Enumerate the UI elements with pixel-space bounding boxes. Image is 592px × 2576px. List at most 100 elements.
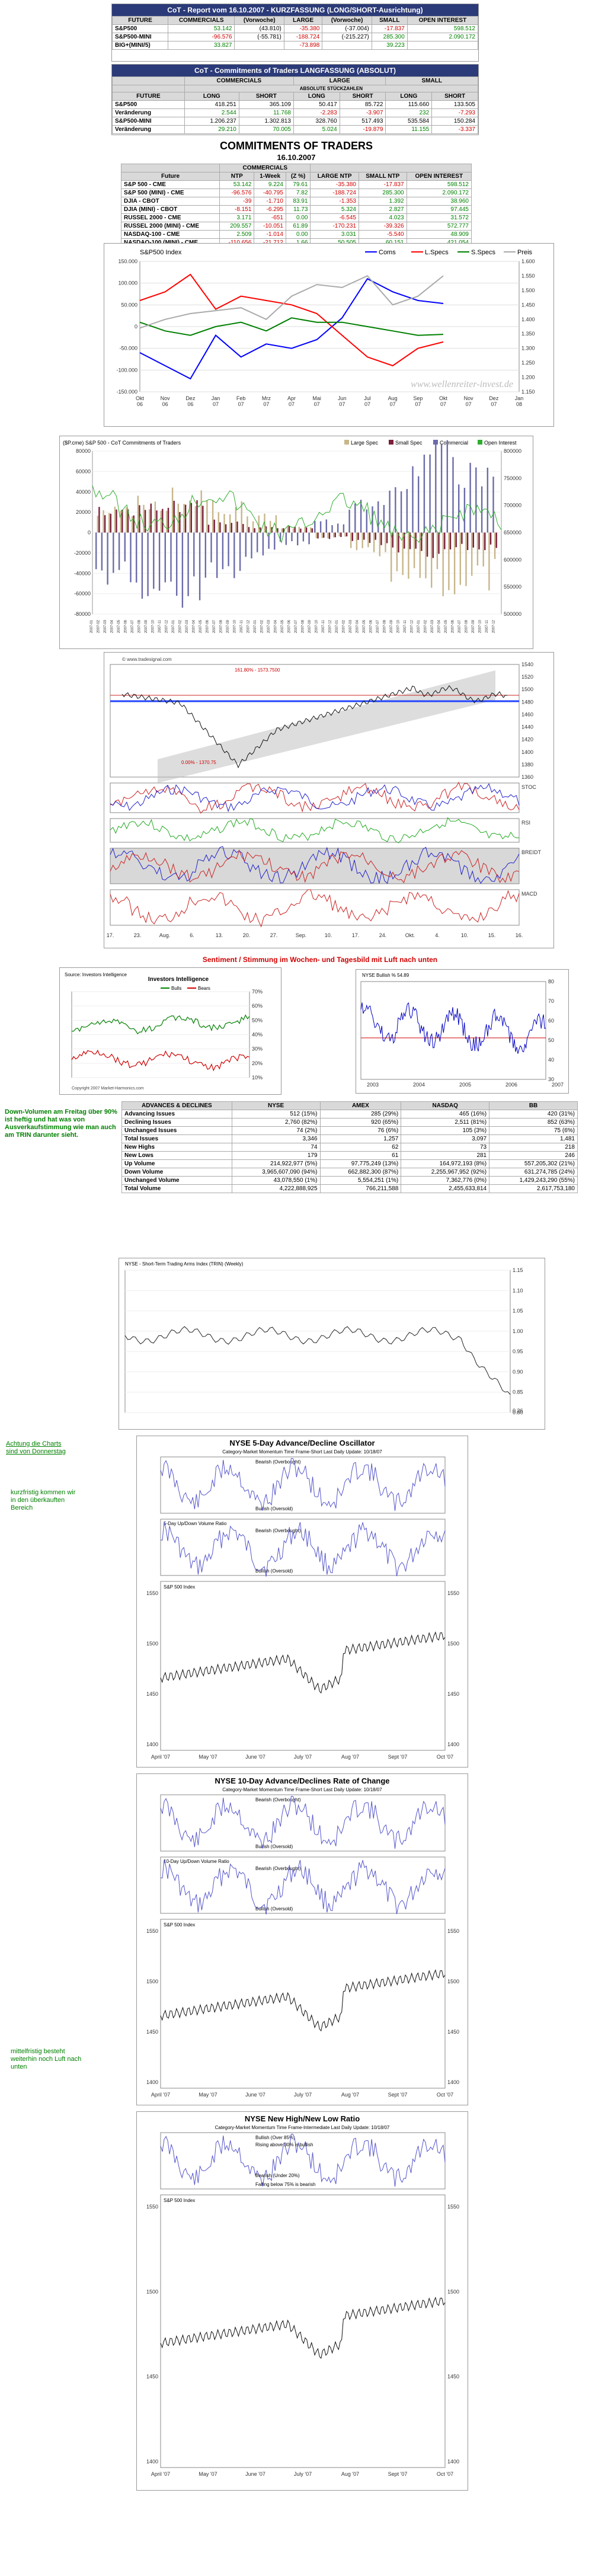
- chart2-bar-large-spec: [183, 504, 185, 533]
- cot-cell: -96.576: [219, 188, 255, 197]
- chart2-bar-large-spec: [200, 490, 202, 533]
- t2-cell: 11.768: [238, 108, 294, 117]
- t1-cell: -17.837: [371, 24, 408, 33]
- t2-cell: 365.109: [238, 100, 294, 109]
- adv-cell: Advancing Issues: [121, 1110, 232, 1118]
- osc3-label-1: Bullish (Over 85%): [255, 2135, 295, 2140]
- chart2-bar-commercial: [176, 532, 178, 596]
- ii-bulls-line: [71, 1014, 250, 1035]
- cot-cell: -1.353: [310, 197, 359, 206]
- chart2-bar-large-spec: [332, 532, 335, 538]
- t2-cell: 11.155: [385, 125, 433, 134]
- chart2-bar-commercial: [170, 532, 172, 582]
- chart2-xtick: 2007-03: [104, 619, 107, 633]
- osc3-subtitle: Category-Market Momentum Time Frame-Inte…: [215, 2125, 390, 2130]
- cot-title: COMMITMENTS OF TRADERS: [220, 140, 373, 152]
- chart2-bar-small-spec: [184, 504, 187, 533]
- spx-line: [160, 1969, 446, 2032]
- adv-cell: 5,554,251 (1%): [319, 1176, 402, 1185]
- bpi-xtick: 2006: [505, 1082, 517, 1088]
- trin-ytick: 1.05: [513, 1308, 523, 1314]
- chart2-bar-large-spec: [160, 510, 162, 533]
- chart2-bar-large-spec: [350, 532, 352, 548]
- t1-cell: BIG+(MINI/5): [112, 41, 168, 50]
- t2-cell: 418.251: [184, 100, 239, 109]
- adv-cell: 7,362,776 (0%): [401, 1176, 490, 1185]
- chart2-bar-commercial: [406, 489, 408, 533]
- t2-cell: 535.584: [385, 117, 433, 126]
- chart2-xtick: 2007-02: [343, 619, 346, 633]
- chart2-bar-commercial: [348, 509, 350, 533]
- osc1-ytick: 1400: [447, 1741, 459, 1747]
- osc1-ytick-left: 1450: [146, 1691, 158, 1697]
- chart2-bar-small-spec: [484, 532, 486, 551]
- cot-row: RUSSEL 2000 (MINI) - CME 209.557 -10.051 61…: [120, 222, 472, 231]
- chart1-xtick-year: 08: [516, 401, 522, 407]
- chart3-xtick: Sep.: [296, 932, 307, 938]
- chart2-bar-large-spec: [103, 510, 104, 533]
- adv-cell: 920 (65%): [319, 1118, 402, 1127]
- osc2-pane2: [160, 1856, 446, 1914]
- adv-cell: New Lows: [121, 1151, 232, 1160]
- cot-header: 1-Week: [254, 172, 286, 181]
- osc3-xtick: July '07: [294, 2471, 312, 2477]
- t1-cell: 39.223: [371, 41, 408, 50]
- t2-header: LONG: [385, 92, 433, 101]
- osc3-label-2: Falling below 75% is bearish: [255, 2182, 315, 2187]
- adv-row: Down Volume 3,965,607,090 (94%) 662,882,30…: [121, 1168, 578, 1177]
- t2-cell: -3.337: [431, 125, 478, 134]
- chart2-xtick: 2007-11: [240, 619, 244, 632]
- osc2-xtick: Oct '07: [437, 2092, 453, 2098]
- cot-cell: -170.231: [310, 222, 359, 231]
- chart3-xtick: 17.: [352, 932, 360, 938]
- t2-cell: -19.879: [339, 125, 386, 134]
- adv-cell: 4,222,888,925: [231, 1184, 321, 1193]
- chart1-xtick: Nov: [161, 395, 171, 401]
- bpi-xtick: 2004: [413, 1082, 425, 1088]
- adv-header: ADVANCES & DECLINES: [121, 1101, 232, 1110]
- downvol-note: Down-Volumen am Freitag über 90% ist hef…: [5, 1108, 117, 1139]
- cot-cell: 31.572: [406, 213, 472, 222]
- group-commercials: COMMERCIALS: [184, 76, 294, 85]
- chart2-bar-large-spec: [137, 496, 139, 533]
- chart2-bar-small-spec: [334, 532, 336, 538]
- chart1-svg: S&P500 Index Coms L.Specs S.Specs Preis 150.0…: [116, 249, 535, 407]
- chart1-ytick-right: 1.400: [521, 317, 535, 322]
- chart2-bar-small-spec: [173, 500, 175, 533]
- cot-cell: 2.827: [358, 205, 407, 214]
- osc1-ytick-left: 1500: [146, 1641, 158, 1647]
- chart2-legend-label: Commercial: [440, 440, 468, 446]
- chart1-ytick-right: 1.600: [521, 258, 535, 264]
- osc1-pane2: [160, 1519, 446, 1576]
- bpi-xtick: 2005: [459, 1082, 471, 1088]
- osc3-ytick: 1450: [447, 2374, 459, 2380]
- chart3-source: © www.tradesignal.com: [122, 657, 172, 662]
- cot-cell: 3.171: [219, 213, 255, 222]
- adv-header: AMEX: [319, 1101, 402, 1110]
- cot-header: Future: [120, 172, 220, 181]
- chart2-bar-large-spec: [321, 532, 323, 538]
- osc1-pane2-title: 5-Day Up/Down Volume Ratio: [164, 1521, 227, 1526]
- chart3-indicator-label: BREIDT: [521, 849, 542, 855]
- t2-cell: 50.417: [293, 100, 340, 109]
- cot-row: DJIA (MINI) - CBOT -8.151 -6.295 11.73 5.324…: [120, 205, 472, 214]
- osc1-subtitle: Category-Market Momentum Time Frame-Shor…: [222, 1449, 382, 1455]
- chart1-xtick: Sep: [413, 395, 423, 401]
- ii-title: Investors Intelligence: [148, 976, 209, 983]
- t2-cell: -2.283: [293, 108, 340, 117]
- osc3-spx-pane: [160, 2194, 446, 2468]
- cot-cell: 7.82: [285, 188, 311, 197]
- chart2-bar-commercial: [360, 500, 362, 533]
- osc1-pane1: [160, 1456, 446, 1514]
- chart1-xtick-year: 07: [491, 401, 497, 407]
- chart2-xtick: 2007-09: [145, 619, 148, 633]
- chart2-bar-small-spec: [225, 524, 227, 533]
- cot-row: RUSSEL 2000 - CME 3.171 -651 0.00 -6.545 4.02…: [120, 213, 472, 222]
- trin-ytick: 0.85: [513, 1389, 523, 1395]
- bpi-xtick: 2003: [367, 1082, 379, 1088]
- chart1-xtick: Okt: [136, 395, 145, 401]
- cot-cell: DJIA - CBOT: [120, 197, 220, 206]
- cot-cell: 0.00: [285, 213, 311, 222]
- chart2-bar-small-spec: [294, 526, 296, 533]
- chart2-bar-large-spec: [131, 516, 133, 533]
